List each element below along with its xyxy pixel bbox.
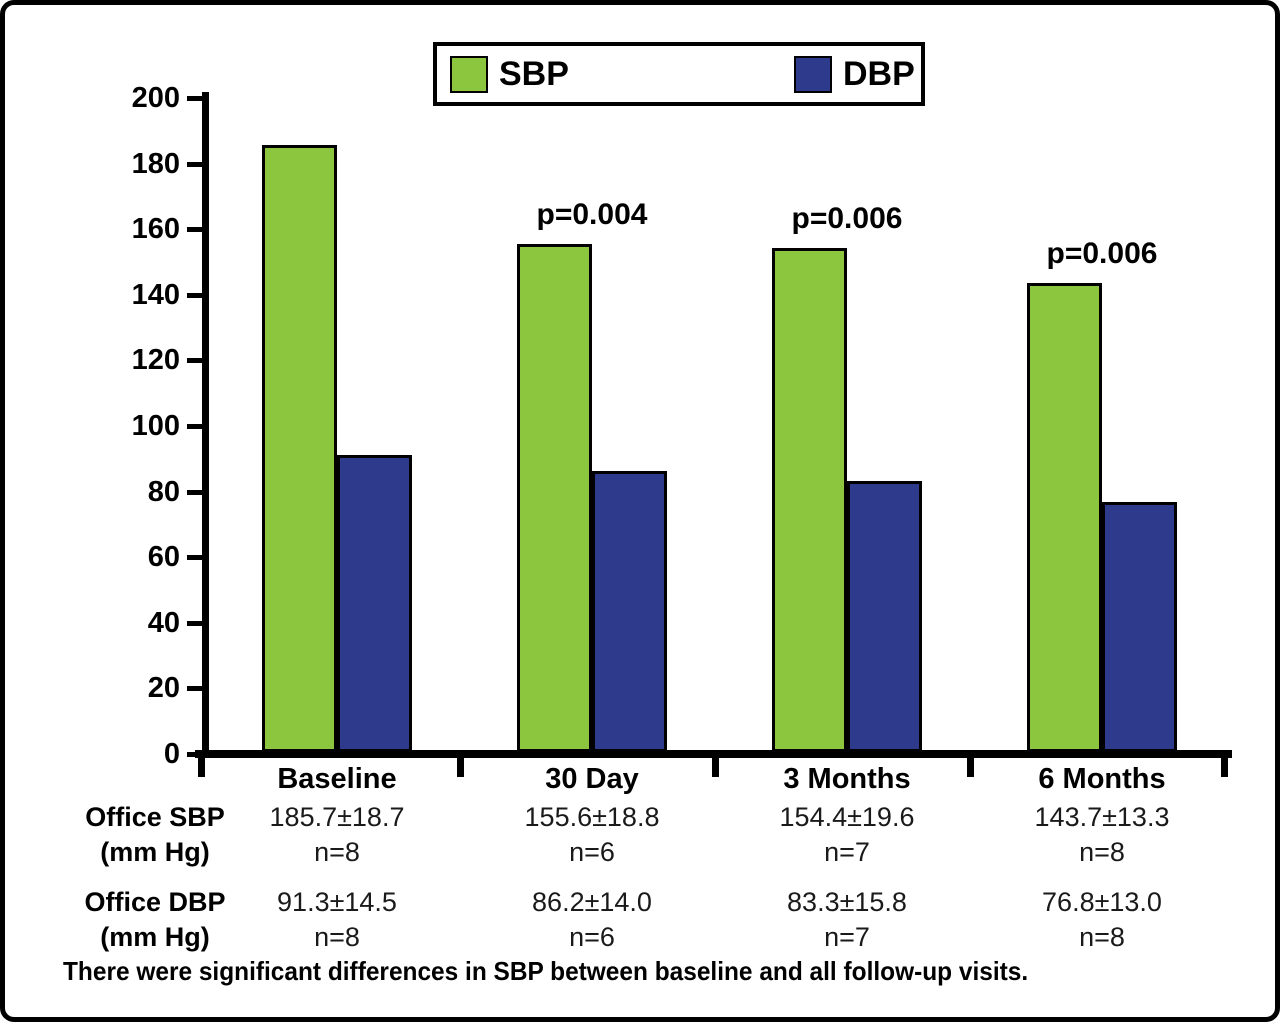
y-axis-tick-label: 0 — [163, 738, 180, 770]
p-value-annotation: p=0.006 — [1046, 236, 1158, 270]
table-row-label: Office SBP (mm Hg) — [85, 802, 225, 867]
y-axis-tick-label: 120 — [131, 344, 180, 377]
y-axis-tick-label: 40 — [147, 606, 180, 639]
y-axis-tick — [187, 620, 203, 626]
y-axis-tick-label: 80 — [147, 475, 180, 508]
y-axis-tick — [187, 96, 203, 101]
bar-dbp-0 — [337, 454, 412, 752]
y-axis-tick — [187, 555, 203, 561]
sbp-color-swatch-icon — [450, 55, 488, 93]
table-row-label: Office DBP (mm Hg) — [84, 887, 226, 952]
bar-dbp-2 — [847, 480, 922, 752]
footer-note: There were significant differences in SB… — [63, 956, 1029, 986]
y-axis-tick — [187, 227, 203, 233]
table-cell: 86.2±14.0 n=6 — [532, 887, 652, 952]
table-cell: 154.4±19.6 n=7 — [779, 802, 915, 867]
p-value-annotation: p=0.004 — [536, 197, 648, 231]
y-axis-tick — [187, 489, 203, 495]
y-axis-line — [202, 92, 209, 758]
table-cell: 185.7±18.7 n=8 — [269, 802, 405, 867]
bar-sbp-3 — [1027, 282, 1102, 752]
category-label-1: 30 Day — [545, 763, 639, 795]
x-axis-tick — [712, 750, 719, 777]
bar-sbp-2 — [772, 247, 847, 752]
p-value-annotation: p=0.006 — [791, 201, 903, 235]
y-axis-tick — [187, 424, 203, 429]
y-axis-tick — [187, 161, 203, 167]
table-cell: 155.6±18.8 n=6 — [524, 802, 660, 867]
dbp-color-swatch-icon — [794, 55, 832, 93]
table-cell: 91.3±14.5 n=8 — [277, 887, 397, 952]
y-axis-tick-label: 20 — [147, 672, 180, 705]
category-label-3: 6 Months — [1038, 763, 1166, 795]
legend-item-dbp: DBP — [794, 46, 915, 102]
y-axis-tick — [187, 292, 203, 298]
x-axis-tick — [198, 750, 205, 777]
chart-legend: SBP DBP — [433, 42, 925, 106]
legend-label-dbp: DBP — [843, 54, 915, 93]
y-axis-tick — [187, 686, 203, 692]
legend-label-sbp: SBP — [499, 54, 569, 93]
category-label-0: Baseline — [277, 763, 397, 795]
table-cell: 76.8±13.0 n=8 — [1042, 887, 1162, 952]
y-axis-tick-label: 60 — [147, 541, 180, 574]
y-axis-tick-label: 180 — [131, 147, 180, 180]
y-axis-tick-label: 160 — [131, 213, 180, 246]
bar-sbp-0 — [262, 144, 337, 752]
y-axis-tick-label: 100 — [131, 410, 180, 442]
bar-dbp-1 — [592, 471, 667, 752]
x-axis-tick — [1221, 750, 1228, 777]
x-axis-tick — [457, 750, 464, 777]
x-axis-tick — [967, 750, 974, 777]
category-label-2: 3 Months — [783, 763, 911, 795]
y-axis-tick — [187, 358, 203, 364]
legend-item-sbp: SBP — [450, 46, 569, 102]
table-cell: 83.3±15.8 n=7 — [787, 887, 907, 952]
y-axis-tick-label: 200 — [131, 82, 180, 114]
y-axis-tick-label: 140 — [131, 278, 180, 311]
table-cell: 143.7±13.3 n=8 — [1034, 802, 1170, 867]
bar-dbp-3 — [1102, 502, 1177, 752]
bar-sbp-1 — [517, 243, 592, 752]
